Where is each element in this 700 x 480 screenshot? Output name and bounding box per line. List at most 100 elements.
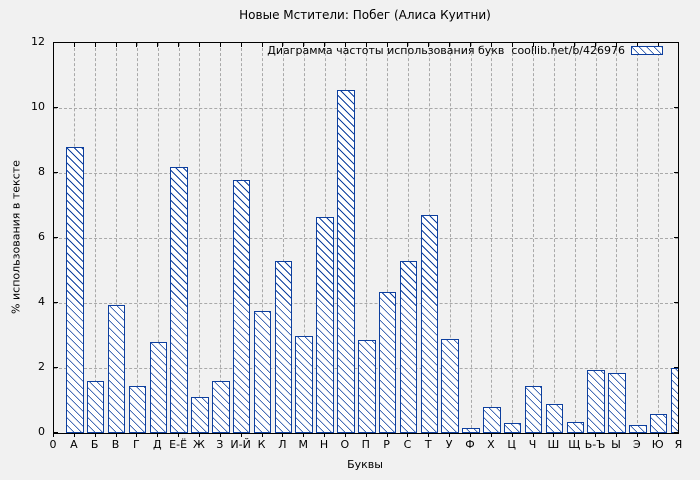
x-tick: [344, 433, 346, 437]
y-tick: [54, 237, 58, 238]
x-tick-label: Д: [152, 438, 162, 451]
y-tick-label: 4: [38, 295, 45, 308]
gridline-vertical: [574, 43, 576, 433]
gridline-vertical: [533, 43, 535, 433]
x-tick: [303, 433, 305, 437]
x-tick-label: С: [403, 438, 412, 451]
gridline-vertical: [637, 43, 639, 433]
bar-Я: [670, 368, 678, 433]
x-tick: [386, 433, 388, 437]
bar-З: [212, 381, 230, 433]
gridline-horizontal: [54, 237, 678, 239]
x-tick-mirror: [136, 43, 138, 47]
gridline-vertical: [512, 43, 514, 433]
x-tick-mirror: [73, 43, 75, 47]
y-tick-label: 10: [31, 100, 45, 113]
x-tick: [115, 433, 117, 437]
x-tick: [365, 433, 367, 437]
x-tick: [553, 433, 555, 437]
y-tick-mirror: [674, 42, 678, 43]
x-tick-mirror: [94, 43, 96, 47]
x-tick-label: Р: [383, 438, 390, 451]
x-tick-mirror: [615, 43, 617, 47]
bar-Щ: [566, 421, 584, 433]
x-tick: [470, 433, 471, 437]
y-tick-label: 2: [38, 360, 45, 373]
bar-Э: [629, 424, 647, 433]
x-tick: [595, 433, 597, 437]
gridline-vertical: [136, 43, 138, 433]
bar-М: [295, 335, 313, 433]
legend-label: Диаграмма частоты использования букв coo…: [267, 44, 625, 57]
bar-П: [358, 340, 376, 433]
gridline-vertical: [595, 43, 597, 433]
x-tick-mirror: [115, 43, 117, 47]
x-tick-mirror: [574, 43, 576, 47]
x-tick-mirror: [490, 43, 492, 47]
x-tick: [490, 433, 492, 437]
y-tick: [54, 302, 58, 303]
bar-Ш: [545, 403, 564, 433]
x-tick-label: М: [298, 438, 308, 451]
x-tick-label: Н: [319, 438, 329, 451]
plot-area: [53, 42, 679, 434]
bar-Ц: [503, 423, 522, 433]
y-tick-label: 8: [38, 165, 45, 178]
bar-Ь-Ъ: [587, 369, 605, 433]
x-axis-label: Буквы: [347, 458, 383, 471]
x-tick-label: Л: [278, 438, 287, 451]
gridline-vertical: [116, 43, 118, 433]
x-tick-label: К: [257, 438, 266, 451]
gridline-vertical: [303, 43, 305, 433]
legend: Диаграмма частоты использования букв coo…: [267, 44, 663, 57]
gridline-vertical: [387, 43, 389, 433]
x-tick: [657, 433, 659, 437]
gridline-horizontal: [54, 302, 678, 304]
bar-У: [441, 338, 459, 433]
y-tick-mirror: [674, 237, 678, 238]
bar-Ы: [608, 372, 626, 433]
gridline-vertical: [470, 43, 472, 433]
x-tick-mirror: [428, 43, 430, 47]
x-tick: [511, 433, 513, 437]
gridline-vertical: [199, 43, 201, 433]
x-tick-label: Х: [487, 438, 495, 451]
x-tick-mirror: [198, 43, 200, 47]
gridline-vertical: [282, 43, 284, 433]
x-tick-mirror: [219, 43, 221, 47]
bar-К: [253, 311, 272, 433]
x-tick: [73, 433, 75, 437]
x-tick-mirror: [157, 43, 159, 47]
gridline-vertical: [553, 43, 555, 433]
bar-В: [107, 304, 126, 433]
x-tick-label: Щ: [568, 438, 581, 451]
bar-Ф: [462, 428, 480, 433]
x-tick-mirror: [282, 43, 284, 47]
x-tick: [219, 433, 221, 437]
x-tick-mirror: [407, 43, 409, 47]
x-tick: [407, 433, 409, 437]
x-tick-mirror: [532, 43, 534, 47]
x-tick-label: В: [111, 438, 120, 451]
x-tick: [178, 433, 180, 437]
y-tick: [54, 42, 58, 43]
bar-Б: [86, 381, 105, 433]
x-tick-mirror: [178, 43, 180, 47]
legend-swatch-hatched-bar-icon: [631, 46, 663, 55]
x-tick: [240, 433, 242, 437]
gridline-horizontal: [54, 172, 678, 174]
x-tick-label: А: [70, 438, 78, 451]
x-tick-mirror: [303, 43, 305, 47]
x-tick: [157, 433, 159, 437]
x-tick-label: Ю: [651, 438, 664, 451]
x-tick: [198, 433, 200, 437]
x-tick-mirror: [511, 43, 513, 47]
x-origin-label: 0: [49, 438, 57, 451]
bar-И-Й: [232, 179, 251, 433]
bar-Т: [420, 215, 439, 433]
bar-Н: [316, 216, 334, 433]
gridline-vertical: [262, 43, 263, 433]
x-tick-label: Ь-Ъ: [584, 438, 606, 451]
x-tick-label: З: [216, 438, 224, 451]
x-tick-label: Я: [674, 438, 683, 451]
